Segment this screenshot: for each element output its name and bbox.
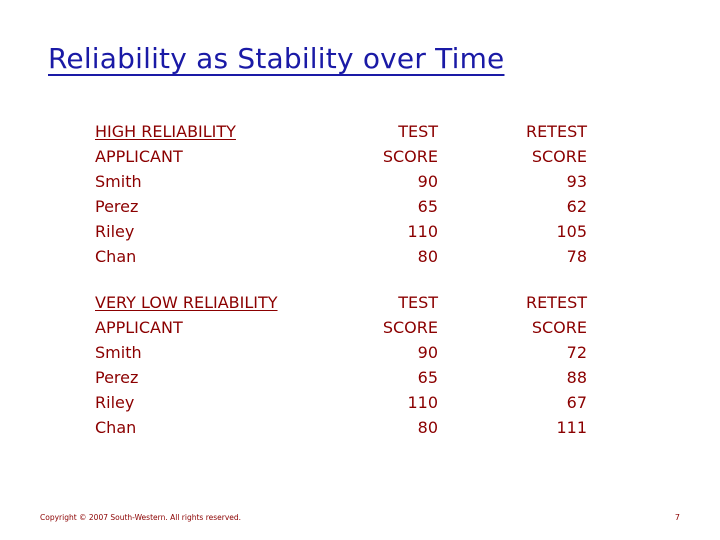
- retest-score: 72: [566, 343, 587, 362]
- score-header: SCORE: [382, 147, 438, 166]
- applicant-name: Riley: [95, 393, 135, 412]
- applicant-name: Smith: [95, 343, 142, 362]
- retest-score: 78: [566, 247, 587, 266]
- header-row: APPLICANT SCORE SCORE: [95, 315, 595, 340]
- section-label-high: HIGH RELIABILITY: [95, 122, 236, 141]
- table-row: Riley 110 67: [95, 390, 595, 415]
- test-score: 80: [417, 418, 438, 437]
- retest-header: RETEST: [525, 293, 587, 312]
- table-row: Chan 80 111: [95, 415, 595, 440]
- test-score: 110: [407, 222, 438, 241]
- table-row: Riley 110 105: [95, 219, 595, 244]
- slide-title: Reliability as Stability over Time: [48, 42, 505, 75]
- header-row: HIGH RELIABILITY TEST RETEST: [95, 119, 595, 144]
- retest-score: 105: [556, 222, 587, 241]
- test-header: TEST: [398, 122, 438, 141]
- applicant-header: APPLICANT: [95, 318, 183, 337]
- low-reliability-table: VERY LOW RELIABILITY TEST RETEST APPLICA…: [95, 290, 595, 440]
- test-score: 110: [407, 393, 438, 412]
- score-header: SCORE: [531, 318, 587, 337]
- table-row: Perez 65 88: [95, 365, 595, 390]
- test-header: TEST: [398, 293, 438, 312]
- table-row: Chan 80 78: [95, 244, 595, 269]
- applicant-name: Perez: [95, 197, 139, 216]
- applicant-name: Perez: [95, 368, 139, 387]
- applicant-name: Chan: [95, 418, 137, 437]
- copyright-notice: Copyright © 2007 South-Western. All righ…: [40, 513, 242, 522]
- test-score: 80: [417, 247, 438, 266]
- applicant-name: Riley: [95, 222, 135, 241]
- test-score: 90: [417, 343, 438, 362]
- section-label-low: VERY LOW RELIABILITY: [95, 293, 278, 312]
- retest-score: 93: [566, 172, 587, 191]
- test-score: 65: [417, 197, 438, 216]
- header-row: APPLICANT SCORE SCORE: [95, 144, 595, 169]
- retest-score: 67: [566, 393, 587, 412]
- score-header: SCORE: [382, 318, 438, 337]
- table-row: Smith 90 93: [95, 169, 595, 194]
- table-row: Smith 90 72: [95, 340, 595, 365]
- high-reliability-table: HIGH RELIABILITY TEST RETEST APPLICANT S…: [95, 119, 595, 269]
- retest-header: RETEST: [525, 122, 587, 141]
- applicant-name: Smith: [95, 172, 142, 191]
- test-score: 65: [417, 368, 438, 387]
- header-row: VERY LOW RELIABILITY TEST RETEST: [95, 290, 595, 315]
- retest-score: 62: [566, 197, 587, 216]
- page-number: 7: [674, 513, 680, 522]
- applicant-header: APPLICANT: [95, 147, 183, 166]
- retest-score: 88: [566, 368, 587, 387]
- applicant-name: Chan: [95, 247, 137, 266]
- score-header: SCORE: [531, 147, 587, 166]
- test-score: 90: [417, 172, 438, 191]
- retest-score: 111: [556, 418, 587, 437]
- table-row: Perez 65 62: [95, 194, 595, 219]
